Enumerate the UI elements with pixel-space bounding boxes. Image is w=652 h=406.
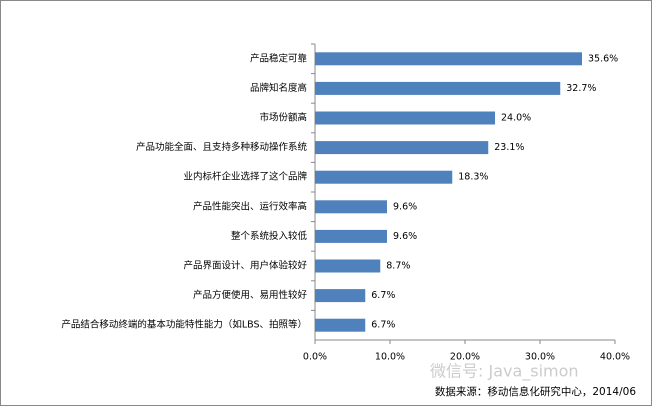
- y-tick-label: 产品功能全面、且支持多种移动操作系统: [136, 141, 308, 153]
- y-tick-label: 市场份额高: [259, 112, 307, 124]
- bar: [315, 170, 453, 184]
- y-tick-label: 产品结合移动终端的基本功能特性能力（如LBS、拍照等）: [61, 319, 307, 331]
- y-tick-label: 产品稳定可靠: [250, 52, 308, 64]
- bar: [315, 229, 387, 243]
- y-tick-label: 产品性能突出、运行效率高: [193, 200, 307, 212]
- value-label: 18.3%: [458, 172, 488, 183]
- value-label: 32.7%: [566, 83, 596, 94]
- bar: [315, 259, 381, 273]
- x-tick-label: 40.0%: [600, 352, 630, 363]
- bar: [315, 52, 582, 66]
- bar: [315, 81, 561, 95]
- y-tick-label: 整个系统投入较低: [231, 230, 308, 242]
- bar: [315, 318, 366, 332]
- source-note: 数据来源：移动信息化研究中心，2014/06: [435, 385, 636, 398]
- bar: [315, 141, 489, 155]
- value-label: 35.6%: [588, 53, 618, 64]
- value-label: 9.6%: [393, 231, 417, 242]
- value-label: 23.1%: [494, 142, 524, 153]
- y-tick-label: 产品界面设计、用户体验较好: [183, 260, 307, 272]
- value-label: 24.0%: [501, 113, 531, 124]
- bar: [315, 289, 366, 303]
- value-label: 6.7%: [371, 320, 395, 331]
- bar: [315, 111, 495, 125]
- y-tick-label: 产品方便使用、易用性较好: [193, 289, 308, 301]
- value-label: 9.6%: [393, 201, 417, 212]
- x-tick-label: 30.0%: [525, 352, 555, 363]
- value-label: 6.7%: [371, 290, 395, 301]
- value-label: 8.7%: [386, 261, 410, 272]
- y-tick-label: 业内标杆企业选择了这个品牌: [183, 171, 307, 183]
- x-tick-label: 20.0%: [450, 352, 480, 363]
- y-tick-label: 品牌知名度高: [250, 82, 307, 94]
- x-tick-label: 10.0%: [375, 352, 405, 363]
- x-tick-label: 0.0%: [303, 352, 327, 363]
- bar: [315, 200, 387, 214]
- watermark: 微信号: Java_simon: [430, 362, 579, 382]
